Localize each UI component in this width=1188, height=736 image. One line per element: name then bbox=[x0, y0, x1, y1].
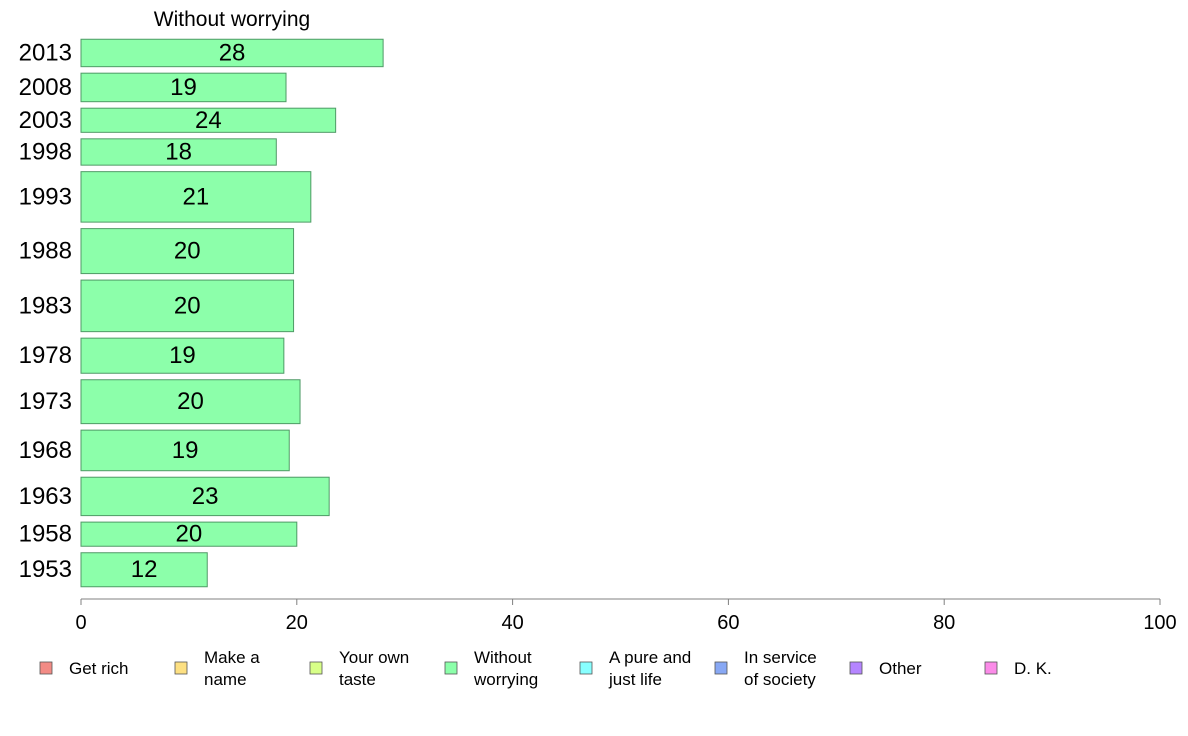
x-axis: 0 20 40 60 80 100 bbox=[75, 598, 1177, 634]
legend-label-8: D. K. bbox=[1014, 659, 1052, 678]
legend-swatch-5 bbox=[579, 661, 593, 675]
legend-label-7: Other bbox=[879, 659, 922, 678]
legend-swatch-1 bbox=[39, 661, 53, 675]
bar-1988 bbox=[80, 228, 295, 275]
bar-1953 bbox=[80, 552, 208, 588]
year-label-1968: 1968 bbox=[19, 437, 72, 464]
data-label-1953: 12 bbox=[131, 556, 158, 583]
year-label-2003: 2003 bbox=[19, 107, 72, 134]
x-tick-label-20: 20 bbox=[286, 612, 308, 634]
year-label-1963: 1963 bbox=[19, 483, 72, 510]
bar-1958 bbox=[80, 521, 298, 547]
year-label-1973: 1973 bbox=[19, 388, 72, 415]
legend-swatch-6 bbox=[714, 661, 728, 675]
legend-swatch-8 bbox=[984, 661, 998, 675]
data-label-1963: 23 bbox=[192, 483, 219, 510]
year-label-1988: 1988 bbox=[19, 238, 72, 265]
x-tick-label-60: 60 bbox=[717, 612, 739, 634]
x-tick-label-0: 0 bbox=[75, 612, 86, 634]
bar-2013 bbox=[80, 38, 384, 68]
x-tick-label-80: 80 bbox=[933, 612, 955, 634]
year-label-1993: 1993 bbox=[19, 183, 72, 210]
legend-label-3: Your own taste bbox=[339, 648, 409, 689]
data-label-2008: 19 bbox=[170, 74, 197, 101]
legend-label-5: A pure and just life bbox=[608, 648, 691, 689]
data-label-1968: 19 bbox=[172, 437, 199, 464]
bar-2008 bbox=[80, 72, 287, 103]
data-label-1978: 19 bbox=[169, 342, 196, 369]
bar-1963 bbox=[80, 476, 330, 517]
x-tick-label-40: 40 bbox=[501, 612, 523, 634]
data-label-1983: 20 bbox=[174, 292, 201, 319]
legend-swatch-3 bbox=[309, 661, 323, 675]
year-label-2008: 2008 bbox=[19, 74, 72, 101]
data-label-1988: 20 bbox=[174, 238, 201, 265]
bar-1993 bbox=[80, 171, 312, 223]
year-label-1998: 1998 bbox=[19, 138, 72, 165]
data-label-1998: 18 bbox=[165, 138, 192, 165]
year-label-1953: 1953 bbox=[19, 556, 72, 583]
legend-swatch-2 bbox=[174, 661, 188, 675]
year-label-1958: 1958 bbox=[19, 521, 72, 548]
chart-title: Without worrying bbox=[154, 8, 310, 31]
year-label-1983: 1983 bbox=[19, 292, 72, 319]
bars-group: 2013 28 2008 19 2003 24 1998 18 1993 21 1988 20 1983… bbox=[19, 38, 384, 588]
bar-1983 bbox=[80, 279, 295, 333]
data-label-1958: 20 bbox=[176, 521, 203, 548]
legend-label-2: Make a name bbox=[204, 648, 260, 689]
data-label-2013: 28 bbox=[219, 39, 246, 66]
year-label-1978: 1978 bbox=[19, 342, 72, 369]
bar-1978 bbox=[80, 337, 285, 374]
data-label-1993: 21 bbox=[183, 183, 210, 210]
data-label-1973: 20 bbox=[177, 388, 204, 415]
legend-swatch-7 bbox=[849, 661, 863, 675]
bar-1973 bbox=[80, 379, 301, 425]
data-label-2003: 24 bbox=[195, 107, 222, 134]
bar-1998 bbox=[80, 138, 277, 166]
legend: Get rich Make a name Your own taste Without wo… bbox=[39, 648, 1052, 689]
year-label-2013: 2013 bbox=[19, 39, 72, 66]
bar-1968 bbox=[80, 429, 290, 472]
legend-label-1: Get rich bbox=[69, 659, 129, 678]
x-tick-label-100: 100 bbox=[1143, 612, 1176, 634]
bar-2003 bbox=[80, 107, 337, 133]
legend-label-6: In service of society bbox=[744, 648, 817, 689]
legend-label-4: Without worrying bbox=[473, 648, 538, 689]
legend-swatch-4 bbox=[444, 661, 458, 675]
